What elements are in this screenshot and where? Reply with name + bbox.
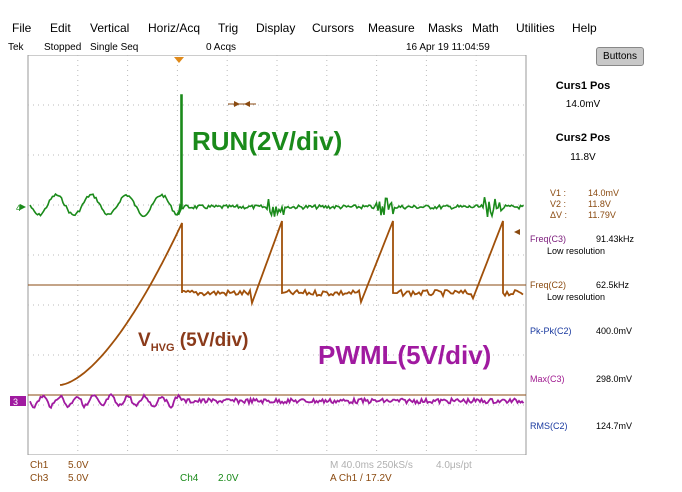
ch3-pwml-trace [29,393,525,410]
ch3-marker-icon [10,396,26,406]
curs2-title: Curs2 Pos [555,132,611,144]
menu-measure[interactable]: Measure [368,21,415,35]
meas-value: 124.7mV [596,421,633,431]
menu-utilities[interactable]: Utilities [516,21,555,35]
meas-label: Pk-Pk(C2) [530,326,572,336]
v2-value: 11.8V [588,199,611,209]
menu-trig[interactable]: Trig [218,21,239,35]
curs2-value[interactable]: 11.8V [570,152,596,163]
ch1-label: Ch1 [30,460,49,471]
meas-label: Max(C3) [530,374,565,384]
v2-label: V2 : [550,199,567,209]
datetime: 16 Apr 19 11:04:59 [406,42,490,53]
menu-help[interactable]: Help [572,21,597,35]
menu-edit[interactable]: Edit [50,21,71,35]
menu-file[interactable]: File [12,21,32,35]
acq-mode: Single Seq [90,42,139,53]
menu-cursors[interactable]: Cursors [312,21,355,35]
ch1-scale[interactable]: 5.0V [68,460,89,471]
dv-label: ΔV : [550,210,568,220]
meas-label: RMS(C2) [530,421,568,431]
meas-sub: Low resolution [546,292,606,302]
menu-math[interactable]: Math [472,21,499,35]
vhvg-label: VHVG (5V/div) [138,330,249,354]
ch2-ref-arrow-icon [514,229,520,235]
acq-count: 0 Acqs [206,42,237,53]
ch3-label: Ch3 [30,473,49,484]
ch2-vhvg-trace [59,220,524,386]
menu-vertical[interactable]: Vertical [90,21,130,35]
acq-state: Stopped [44,42,82,53]
menu-display[interactable]: Display [256,21,296,35]
ch4-arrow-icon [20,204,26,210]
curs1-title: Curs1 Pos [555,80,611,92]
v1-value: 14.0mV [588,188,620,198]
trigger-setting[interactable]: A Ch1 / 17.2V [330,473,392,484]
run-label: RUN(2V/div) [192,126,343,156]
ch3-scale[interactable]: 5.0V [68,473,89,484]
meas-value: 400.0mV [596,326,633,336]
graticule-grid [28,55,526,455]
v1-label: V1 : [550,188,567,198]
meas-value: 298.0mV [596,374,633,384]
waveform-display: 4 3 [10,55,527,455]
pwml-label: PWML(5V/div) [318,340,492,370]
buttons-button[interactable]: Buttons [596,47,644,66]
menu-horiz-acq[interactable]: Horiz/Acq [148,21,201,35]
trigger-position-marker [174,57,184,63]
meas-value: 91.43kHz [596,234,635,244]
brand-label: Tek [8,42,24,53]
menu-bar: File Edit Vertical Horiz/Acq Trig Displa… [0,0,682,38]
meas-value: 62.5kHz [596,280,630,290]
menu-masks[interactable]: Masks [428,21,463,35]
horizontal-cursor-marker [228,101,256,107]
ch3-marker: 3 [13,397,18,407]
ch4-marker: 4 [16,203,21,213]
curs1-value[interactable]: 14.0mV [565,99,601,110]
meas-sub: Low resolution [546,246,606,256]
ch4-scale[interactable]: 2.0V [218,473,239,484]
meas-label: Freq(C3) [530,234,567,244]
timebase[interactable]: M 40.0ms 250kS/s [330,460,413,471]
ch4-label: Ch4 [180,473,199,484]
meas-label: Freq(C2) [530,280,567,290]
dv-value: 11.79V [588,210,616,220]
ch4-run-trace [29,94,524,219]
sample-interval: 4.0μs/pt [436,460,472,471]
